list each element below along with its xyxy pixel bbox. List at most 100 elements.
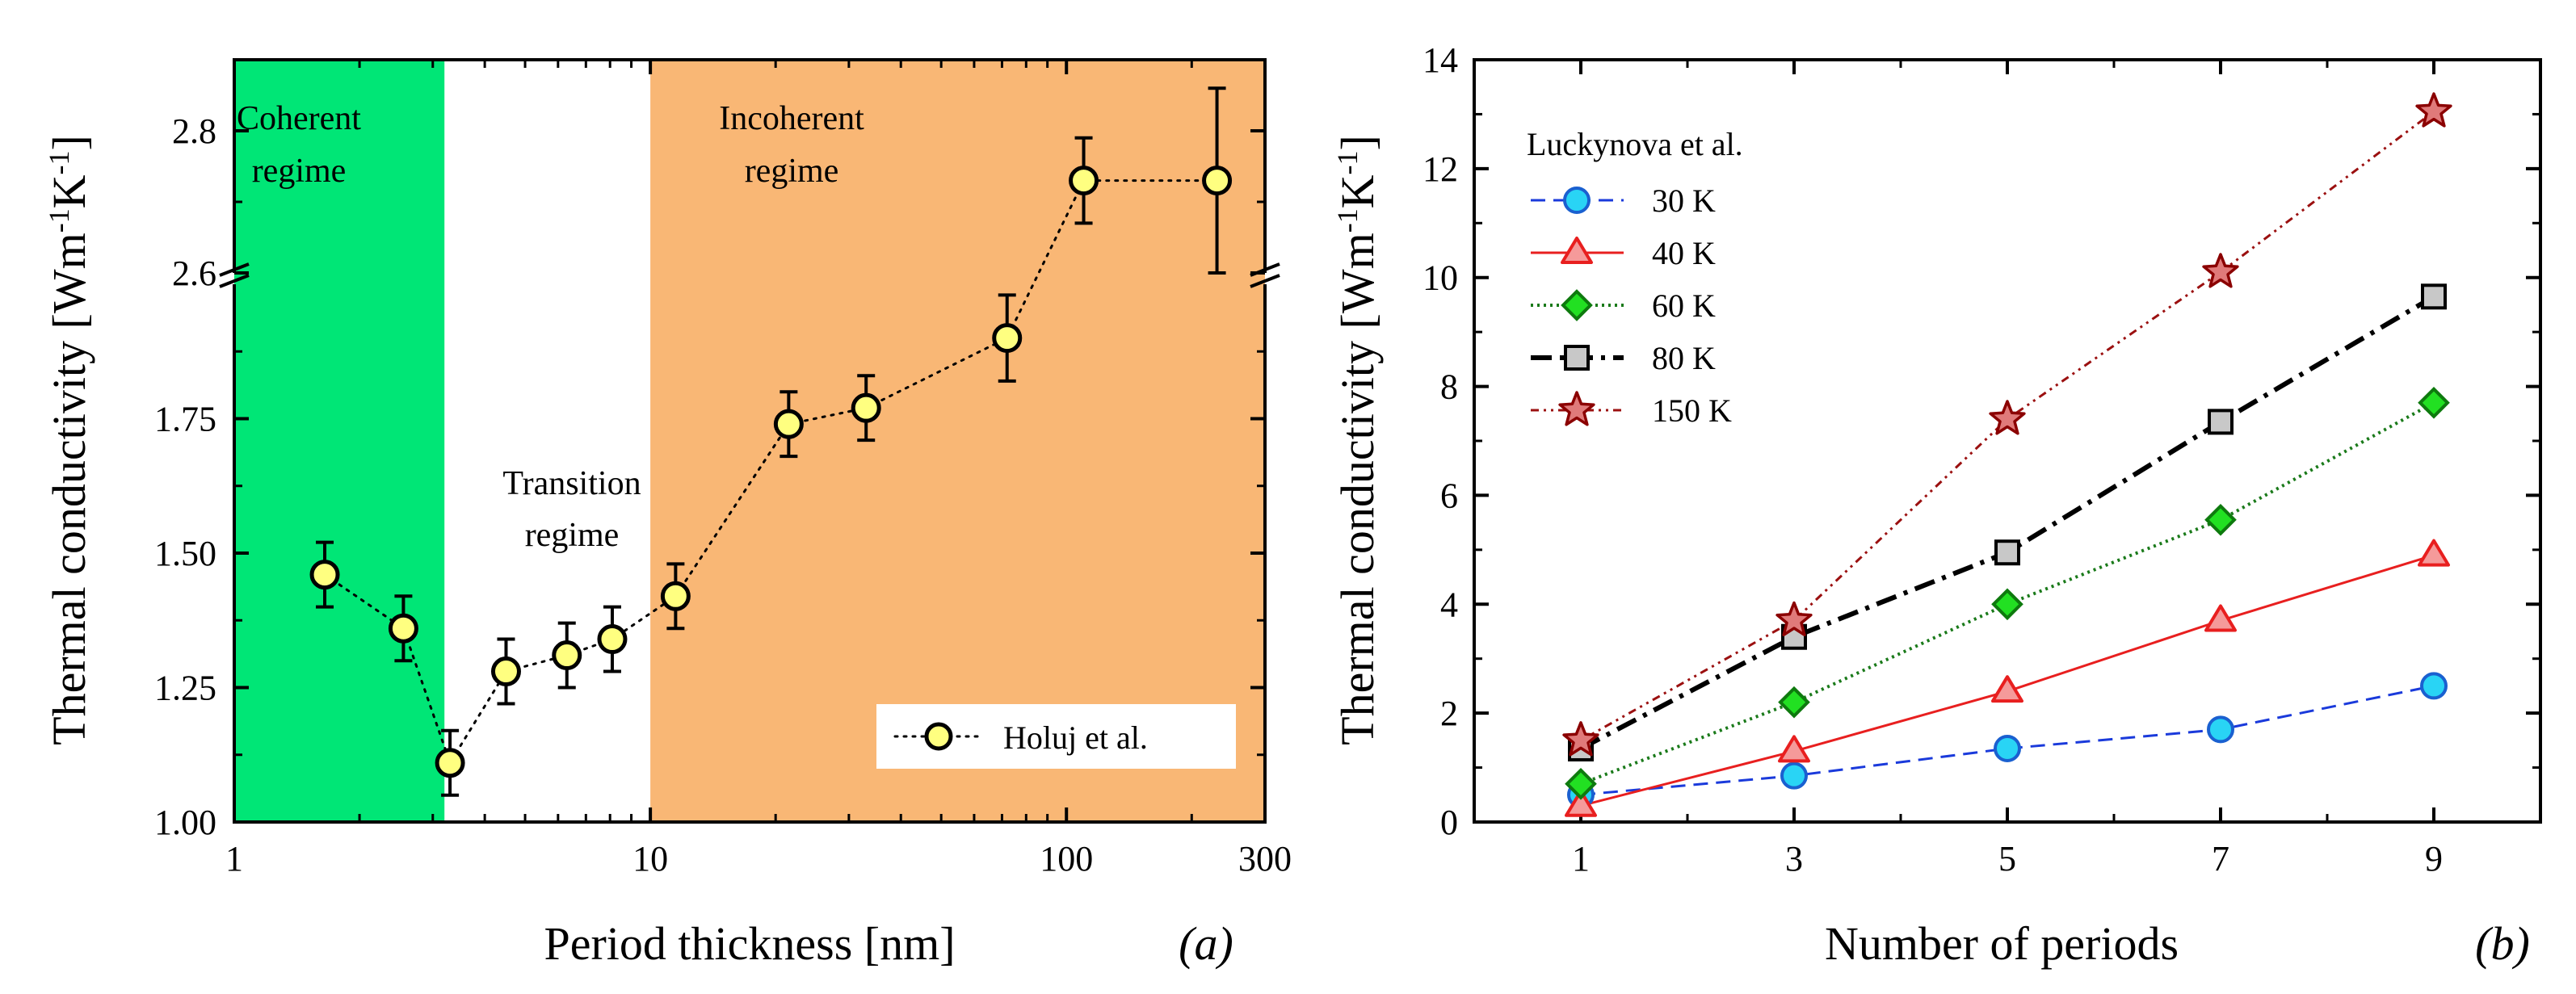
series-line-holuj xyxy=(323,179,1219,766)
data-point xyxy=(435,748,465,778)
panel-label-b: (b) xyxy=(2475,917,2530,970)
axis-break-mark xyxy=(1250,274,1280,288)
series-line-30k xyxy=(1580,684,2435,796)
legend-label: 40 K xyxy=(1652,235,1716,271)
legend-marker xyxy=(1561,289,1593,321)
data-point-40k xyxy=(1565,789,1597,817)
region-label-coherent: Coherent xyxy=(237,100,361,137)
y-axis-label: Thermal conductivity [Wm-1K-1] xyxy=(43,135,95,745)
y-tick-label: 1.00 xyxy=(154,803,216,842)
data-point xyxy=(309,560,340,590)
data-point-40k xyxy=(1991,675,2023,703)
x-tick-label: 3 xyxy=(1785,839,1803,879)
superscript: -1 xyxy=(43,208,75,233)
y-tick-label: 1.75 xyxy=(154,400,216,439)
panel-label-a: (a) xyxy=(1179,917,1233,970)
region-label-transition: Transition xyxy=(502,465,641,502)
x-axis-label: Number of periods xyxy=(1825,917,2179,970)
data-point-40k xyxy=(2418,539,2450,567)
region-incoherent xyxy=(650,60,1265,822)
y-tick-label: 2.6 xyxy=(172,254,216,293)
data-point-60k xyxy=(2204,503,2237,536)
label-part: K xyxy=(1331,174,1384,208)
y-axis-label-text: Thermal conductivity [Wm-1K-1] xyxy=(43,135,95,745)
x-tick-label: 300 xyxy=(1238,839,1292,879)
data-point xyxy=(490,656,521,687)
data-point xyxy=(597,624,628,655)
y-tick-label: 2.8 xyxy=(172,111,216,151)
y-axis-label-text: Thermal conductivity [Wm-1K-1] xyxy=(1331,135,1384,745)
data-point xyxy=(773,409,804,439)
y-tick-label: 1.50 xyxy=(154,534,216,573)
panel-b-chart: 1 3 5 7 9 0 2 4 6 8 10 12 14 Luckynova et al. 30 K 40 K… xyxy=(1331,40,2542,970)
y-tick-label: 14 xyxy=(1422,40,1458,80)
data-point-30k xyxy=(2420,672,2448,700)
label-part: K xyxy=(43,174,95,208)
axis-frame xyxy=(1473,58,2542,824)
data-point-60k xyxy=(1778,686,1810,719)
superscript: -1 xyxy=(1331,150,1364,174)
x-tick-label: 7 xyxy=(2212,839,2229,879)
data-point xyxy=(660,581,691,611)
y-tick-label: 10 xyxy=(1422,258,1458,298)
y-axis-label: Thermal conductivity [Wm-1K-1] xyxy=(1331,135,1384,745)
legend-marker xyxy=(1558,391,1595,426)
label-part: Thermal conductivity [Wm xyxy=(43,233,95,745)
legend-marker xyxy=(924,722,953,751)
superscript: -1 xyxy=(43,150,75,174)
superscript: -1 xyxy=(1331,208,1364,233)
data-point-30k xyxy=(2207,715,2234,744)
region-label-incoherent: Incoherent xyxy=(719,100,864,137)
data-point-150k xyxy=(1775,601,1813,637)
legend-label: 150 K xyxy=(1652,392,1732,429)
legend-label: 30 K xyxy=(1652,182,1716,219)
data-point-60k xyxy=(1991,588,2023,621)
legend-marker xyxy=(1563,187,1591,214)
data-point xyxy=(388,613,418,644)
axis-break-mark xyxy=(219,262,250,277)
legend-marker xyxy=(1561,237,1593,264)
region-label-incoherent: regime xyxy=(745,153,839,190)
data-point xyxy=(552,640,582,671)
region-coherent xyxy=(234,60,445,822)
x-tick-label: 10 xyxy=(632,839,668,879)
data-point-150k xyxy=(1989,400,2026,435)
data-point-80k xyxy=(2208,409,2234,435)
legend-title: Luckynova et al. xyxy=(1527,126,1743,162)
region-label-coherent: regime xyxy=(252,153,347,190)
x-tick-label: 9 xyxy=(2425,839,2443,879)
label-part: ] xyxy=(43,135,95,150)
legend-label: Holuj et al. xyxy=(1003,719,1148,756)
y-tick-label: 0 xyxy=(1440,803,1458,842)
legend-label: 60 K xyxy=(1652,287,1716,324)
axis-break-mark xyxy=(219,274,250,288)
x-tick-label: 1 xyxy=(225,839,243,879)
data-point xyxy=(851,392,881,423)
legend-label: 80 K xyxy=(1652,340,1716,376)
data-point xyxy=(992,323,1023,354)
legend-marker xyxy=(1564,345,1590,371)
data-point xyxy=(1069,166,1099,196)
x-axis-label: Period thickness [nm] xyxy=(544,917,955,970)
label-part: Thermal conductivity [Wm xyxy=(1331,233,1384,745)
data-point-150k xyxy=(1562,721,1599,757)
y-tick-label: 2 xyxy=(1440,694,1458,733)
data-point-60k xyxy=(2418,386,2450,419)
data-point-30k xyxy=(1780,761,1808,790)
data-point-150k xyxy=(2415,92,2452,128)
y-tick-label: 4 xyxy=(1440,585,1458,624)
x-tick-label: 1 xyxy=(1572,839,1590,879)
y-tick-label: 1.25 xyxy=(154,669,216,708)
region-label-transition: regime xyxy=(525,517,620,554)
y-tick-label: 12 xyxy=(1422,149,1458,189)
x-tick-label: 5 xyxy=(1998,839,2016,879)
y-tick-label: 8 xyxy=(1440,367,1458,407)
label-part: ] xyxy=(1331,135,1384,150)
axis-frame-upper xyxy=(233,58,1267,273)
data-point xyxy=(1202,166,1233,196)
data-point-40k xyxy=(2204,604,2237,632)
data-point-80k xyxy=(2421,283,2447,310)
panel-a-chart: Coherent regime Transition regime Incoherent… xyxy=(43,58,1292,970)
data-point-80k xyxy=(1994,539,2020,566)
